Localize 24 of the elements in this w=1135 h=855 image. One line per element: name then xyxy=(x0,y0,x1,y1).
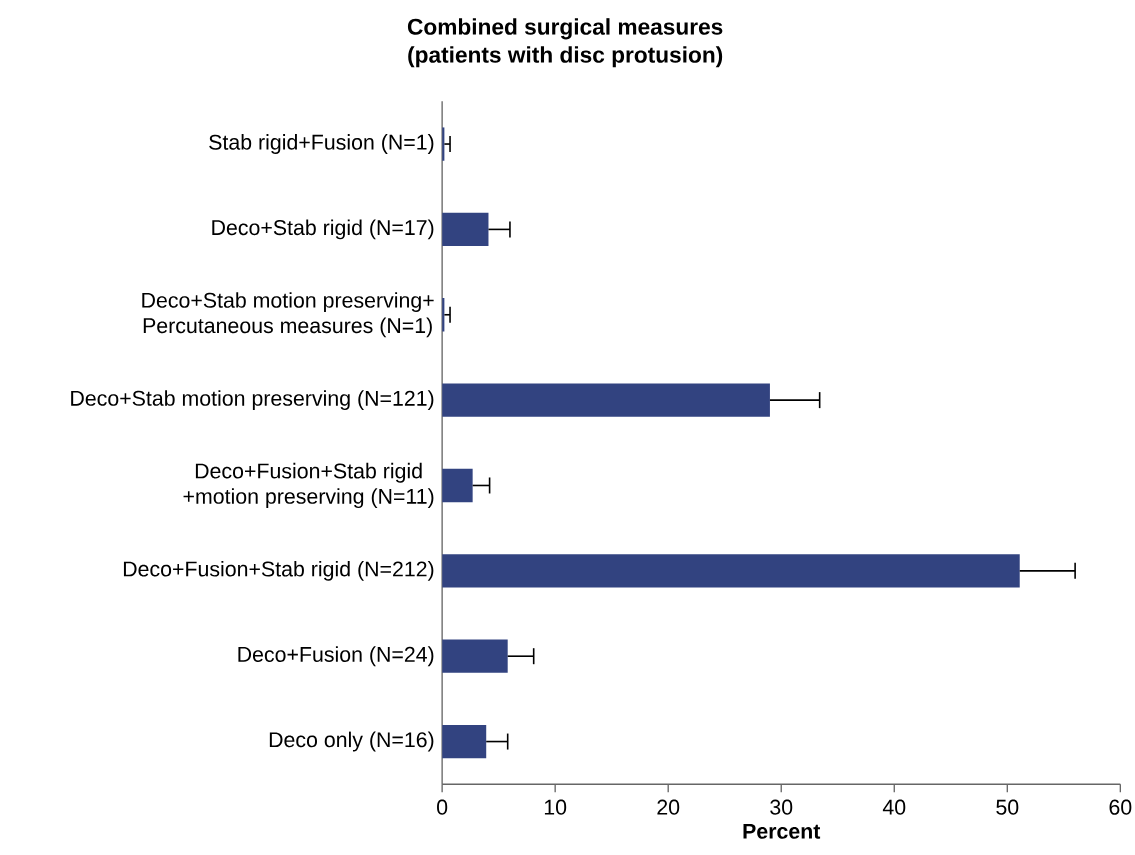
x-tick-label: 40 xyxy=(882,799,906,815)
x-tick-label: 50 xyxy=(996,799,1019,815)
bar xyxy=(442,639,508,673)
bar xyxy=(442,383,770,417)
x-tick-label: 0 xyxy=(437,799,448,815)
chart-title: Combined surgical measures xyxy=(407,18,723,40)
y-tick-label: Deco+Fusion+Stab rigid +motion preserving (N=11) xyxy=(183,462,434,509)
bar xyxy=(442,468,473,503)
bar xyxy=(442,554,1020,588)
x-tick-label: 60 xyxy=(1109,799,1132,815)
x-axis-title: Percent xyxy=(743,823,821,839)
chart-subtitle: (patients with disc protusion) xyxy=(408,46,723,68)
y-tick-label: Deco+Stab motion preserving (N=121) xyxy=(71,390,434,411)
x-tick-label: 10 xyxy=(544,799,567,815)
y-tick-label: Deco only (N=16) xyxy=(269,731,434,752)
y-tick-label: Stab rigid+Fusion (N=1) xyxy=(209,134,434,155)
bar xyxy=(442,724,487,759)
x-tick-label: 30 xyxy=(770,799,793,815)
y-tick-label: Deco+Stab motion preserving+ Percutaneous measures (N=1) xyxy=(142,292,434,338)
y-tick-label: Deco+Fusion+Stab rigid (N=212) xyxy=(123,560,434,581)
y-tick-label: Deco+Fusion (N=24) xyxy=(238,646,434,667)
y-tick-label: Deco+Stab rigid (N=17) xyxy=(212,219,434,240)
bar xyxy=(442,212,489,247)
x-tick-label: 20 xyxy=(657,799,680,815)
